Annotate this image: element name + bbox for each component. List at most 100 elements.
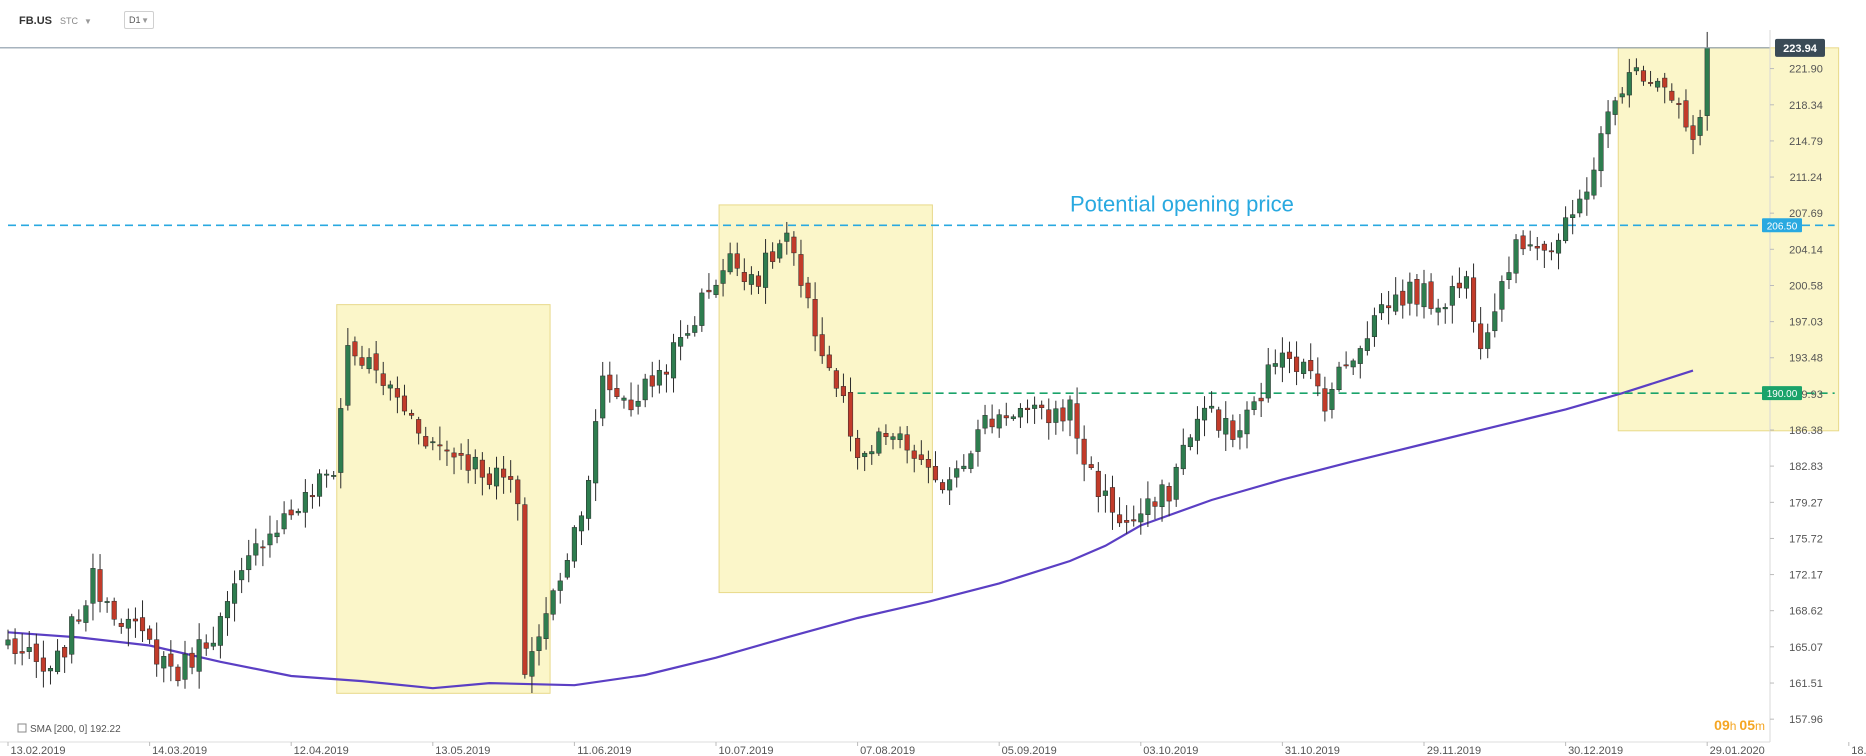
candle[interactable] [366,348,372,374]
candle[interactable] [763,239,769,304]
candle[interactable] [1053,400,1059,435]
candle[interactable] [493,456,500,500]
candle[interactable] [649,361,655,398]
candle[interactable] [1371,307,1377,347]
candle[interactable] [33,633,39,678]
candle[interactable] [876,427,882,456]
candle[interactable] [345,328,351,411]
candle[interactable] [224,591,231,636]
candle[interactable] [1463,270,1470,299]
candle[interactable] [529,637,535,694]
candle[interactable] [1046,398,1052,440]
candle[interactable] [1060,399,1066,432]
candle[interactable] [1039,400,1045,420]
candle[interactable] [734,242,740,277]
candle[interactable] [911,444,917,473]
timeframe-selector[interactable]: D1 ▼ [124,11,154,29]
candle[interactable] [1428,273,1434,315]
candle[interactable] [409,409,415,420]
candle[interactable] [76,609,82,625]
candle[interactable] [1124,505,1130,534]
candle[interactable] [232,570,238,622]
candle[interactable] [1322,376,1328,422]
candle[interactable] [175,664,181,687]
candle[interactable] [1598,126,1604,188]
candle[interactable] [1272,349,1278,375]
candle[interactable] [458,443,464,470]
candle[interactable] [833,367,839,398]
candle[interactable] [1209,391,1215,413]
candle[interactable] [1237,414,1243,450]
candle[interactable] [508,460,514,493]
candle[interactable] [1442,303,1448,324]
candle[interactable] [1152,496,1158,520]
candle[interactable] [309,483,315,509]
candle[interactable] [1173,463,1179,507]
candle[interactable] [352,336,358,366]
candle[interactable] [1024,399,1031,424]
candle[interactable] [890,432,896,450]
candle[interactable] [982,404,988,435]
candle[interactable] [217,612,223,659]
candle[interactable] [189,647,195,675]
candle[interactable] [423,426,429,449]
candle[interactable] [1286,341,1293,374]
candle[interactable] [12,628,18,665]
candle[interactable] [83,600,89,632]
candle[interactable] [47,665,54,685]
candle[interactable] [536,624,542,666]
candle[interactable] [989,404,995,434]
candle[interactable] [1017,403,1023,429]
candle[interactable] [444,440,450,466]
candle[interactable] [1534,236,1540,261]
candle[interactable] [975,419,981,467]
candle[interactable] [1109,475,1116,530]
candle[interactable] [331,470,337,480]
candle[interactable] [380,361,386,396]
candle[interactable] [97,554,103,613]
candle[interactable] [847,377,854,452]
candle[interactable] [770,242,776,269]
candle[interactable] [1527,230,1533,251]
candle[interactable] [465,439,471,484]
candle[interactable] [1074,387,1080,455]
candle[interactable] [359,345,365,370]
candle[interactable] [338,398,344,489]
candle[interactable] [1088,456,1094,470]
candle[interactable] [607,361,613,403]
candle[interactable] [1513,234,1519,284]
candle[interactable] [479,452,485,496]
candle[interactable] [1456,267,1462,298]
candle[interactable] [387,380,393,401]
candle[interactable] [40,640,46,688]
candle[interactable] [1216,406,1222,438]
candle[interactable] [1117,497,1123,527]
candle[interactable] [1336,361,1342,392]
candle[interactable] [961,454,967,472]
candle[interactable] [855,429,861,470]
candle[interactable] [621,395,627,409]
candle[interactable] [118,618,124,634]
candle[interactable] [1577,189,1583,218]
candle[interactable] [543,597,549,650]
candle[interactable] [1414,274,1420,317]
candle[interactable] [1294,341,1300,386]
candle[interactable] [55,639,61,675]
candle[interactable] [1131,505,1137,527]
candle[interactable] [182,640,188,689]
candle[interactable] [1223,401,1229,451]
candle[interactable] [1393,277,1399,316]
candle[interactable] [1081,425,1087,482]
candle[interactable] [147,625,153,644]
candle[interactable] [1166,482,1172,517]
candle[interactable] [125,608,131,647]
candle[interactable] [642,373,648,408]
candle[interactable] [1032,396,1038,424]
candle[interactable] [1640,65,1647,86]
candle[interactable] [1301,358,1307,379]
candle[interactable] [862,451,868,472]
candle[interactable] [1145,481,1151,527]
candle[interactable] [472,449,478,484]
candle[interactable] [1690,115,1696,155]
candle[interactable] [727,242,733,275]
